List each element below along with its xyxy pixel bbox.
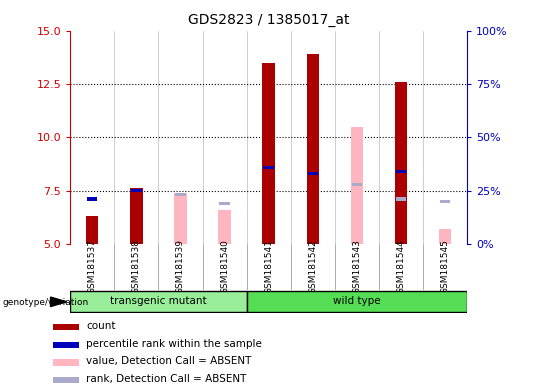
Bar: [440, 200, 450, 203]
Bar: [70, 291, 247, 312]
Bar: [218, 210, 231, 244]
Bar: [307, 54, 319, 244]
Bar: [262, 63, 275, 244]
Text: percentile rank within the sample: percentile rank within the sample: [86, 339, 262, 349]
Bar: [175, 193, 186, 197]
Bar: [264, 166, 274, 169]
Bar: [130, 189, 143, 244]
Text: GSM181543: GSM181543: [353, 240, 361, 294]
Text: genotype/variation: genotype/variation: [3, 298, 89, 307]
Text: GSM181541: GSM181541: [264, 240, 273, 294]
Bar: [174, 193, 187, 244]
Bar: [307, 172, 318, 175]
Text: GSM181542: GSM181542: [308, 240, 318, 294]
Text: count: count: [86, 321, 116, 331]
Text: GSM181545: GSM181545: [441, 240, 449, 294]
Title: GDS2823 / 1385017_at: GDS2823 / 1385017_at: [188, 13, 349, 27]
Bar: [53, 377, 79, 383]
Text: transgenic mutant: transgenic mutant: [110, 296, 207, 306]
Text: GSM181538: GSM181538: [132, 239, 141, 295]
Bar: [352, 182, 362, 186]
Bar: [396, 170, 406, 173]
Text: rank, Detection Call = ABSENT: rank, Detection Call = ABSENT: [86, 374, 246, 384]
Text: GSM181539: GSM181539: [176, 239, 185, 295]
Bar: [131, 189, 141, 192]
Text: GSM181544: GSM181544: [396, 240, 406, 294]
Bar: [53, 324, 79, 330]
Bar: [247, 291, 467, 312]
Bar: [396, 197, 406, 201]
Text: GSM181537: GSM181537: [87, 239, 97, 295]
Text: GSM181540: GSM181540: [220, 240, 229, 294]
Polygon shape: [51, 297, 67, 306]
Bar: [219, 202, 230, 205]
Bar: [350, 127, 363, 244]
Text: value, Detection Call = ABSENT: value, Detection Call = ABSENT: [86, 356, 251, 366]
Bar: [53, 342, 79, 348]
Text: wild type: wild type: [333, 296, 381, 306]
Bar: [439, 229, 451, 244]
Bar: [53, 359, 79, 366]
Bar: [395, 82, 407, 244]
Bar: [86, 216, 98, 244]
Bar: [87, 197, 98, 201]
